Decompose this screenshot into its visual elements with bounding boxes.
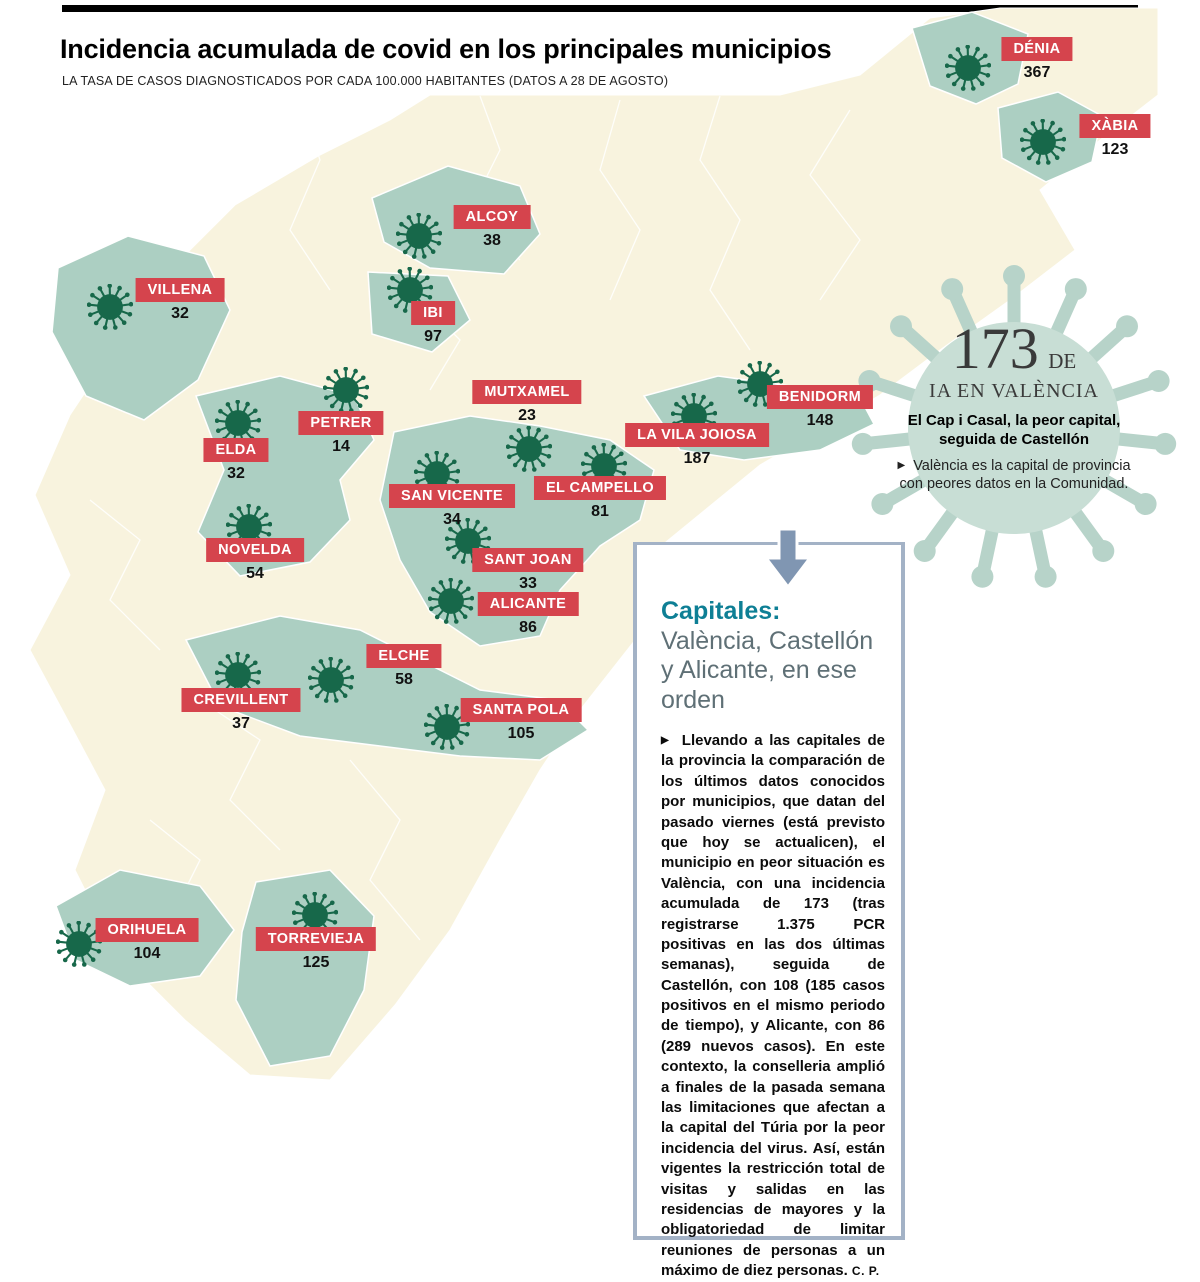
panel-heading-lead: Capitales: (661, 597, 780, 625)
panel-heading-rest: València, Castellón y Alicante, en ese o… (661, 627, 873, 714)
callout-headline: 173 DE (896, 320, 1132, 378)
callout-body-text: València es la capital de provincia con … (900, 458, 1131, 493)
byline: C. P. (852, 1264, 880, 1278)
callout-subtitle: IA EN VALÈNCIA (896, 380, 1132, 403)
panel-paragraph: ▶ Llevando a las capitales de la provinc… (661, 731, 885, 1282)
callout-body: ▶ València es la capital de provincia co… (896, 457, 1132, 495)
pointer-icon: ▶ (661, 735, 671, 746)
panel-body-text: Llevando a las capitales de la provincia… (661, 732, 885, 1279)
valencia-callout: 173 DE IA EN VALÈNCIA El Cap i Casal, la… (896, 320, 1132, 494)
capitales-panel: Capitales: València, Castellón y Alicant… (633, 542, 905, 1240)
panel-heading: Capitales: València, Castellón y Alicant… (661, 597, 885, 715)
callout-de-label: DE (1048, 349, 1076, 373)
pointer-icon: ▶ (897, 460, 905, 471)
valencia-ia-value: 173 (952, 316, 1039, 381)
down-arrow-icon (764, 527, 812, 590)
callout-bold-text: El Cap i Casal, la peor capital, seguida… (896, 412, 1132, 450)
